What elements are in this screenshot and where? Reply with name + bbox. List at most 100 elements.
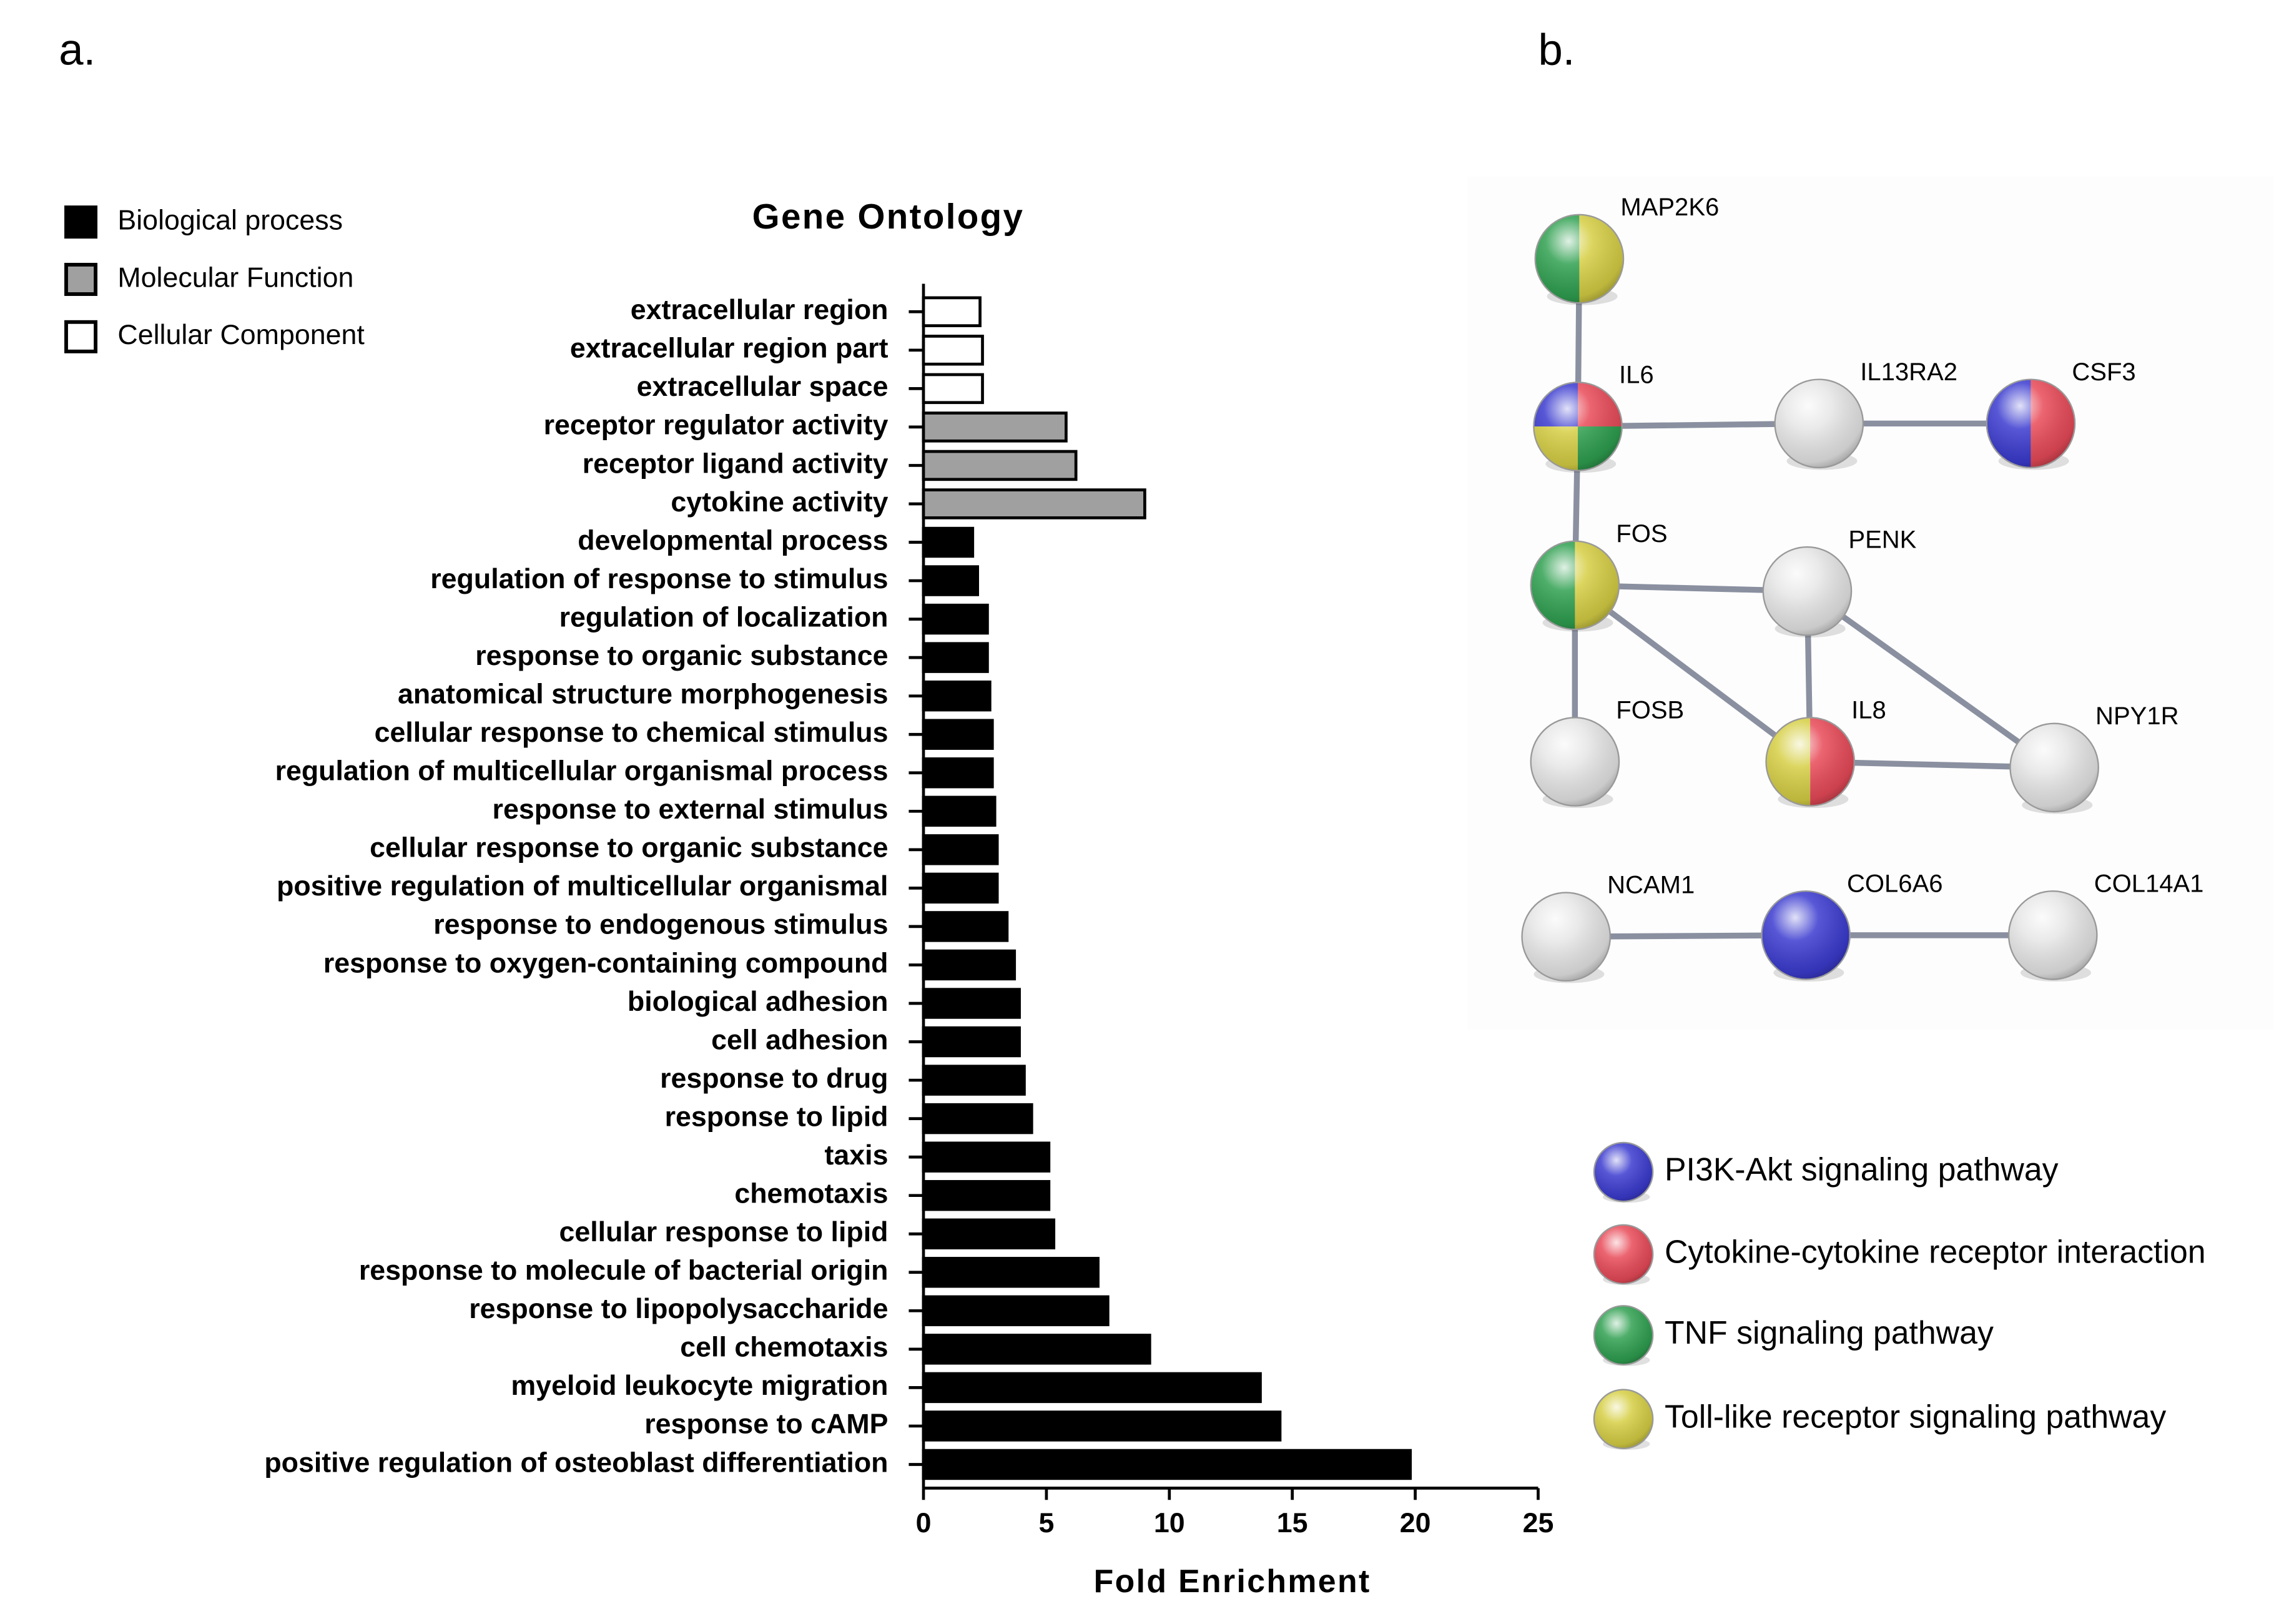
x-tick-label: 20 [1400, 1507, 1431, 1538]
y-tick-label: anatomical structure morphogenesis [398, 678, 889, 709]
bar [922, 911, 1009, 942]
y-tick-label: response to drug [660, 1063, 888, 1094]
node [1533, 381, 1623, 473]
node [1530, 717, 1620, 809]
node-label: CSF3 [2072, 358, 2135, 386]
node-label: IL8 [1851, 696, 1886, 724]
node-label: IL6 [1619, 361, 1654, 388]
y-tick-label: regulation of multicellular organismal p… [275, 755, 889, 787]
node-label: COL14A1 [2094, 870, 2204, 897]
y-tick-label: response to organic substance [475, 640, 888, 671]
bar [922, 1218, 1056, 1249]
node [1765, 717, 1855, 809]
bar [922, 1065, 1026, 1096]
bar [922, 296, 982, 328]
panel-label: b. [1538, 24, 1575, 74]
node-shine [2009, 722, 2099, 813]
bar [922, 872, 999, 904]
y-tick-label: cellular response to lipid [559, 1216, 888, 1248]
legend-label: Cellular Component [117, 319, 365, 350]
bar [922, 680, 992, 712]
y-tick-label: extracellular region [631, 294, 889, 325]
y-tick-label: response to lipopolysaccharide [469, 1293, 888, 1324]
edge [1805, 588, 2056, 770]
node [2009, 722, 2099, 814]
node-shine [1593, 1141, 1654, 1203]
x-tick-label: 5 [1038, 1507, 1054, 1538]
legend-sphere [1593, 1224, 1654, 1286]
pathway-label: Toll-like receptor signaling pathway [1665, 1398, 2166, 1434]
legend-label: Biological process [117, 204, 343, 235]
node [1762, 546, 1853, 637]
bar [922, 719, 994, 750]
node-shine [1761, 890, 1851, 980]
bar [922, 603, 989, 635]
y-tick-label: cell chemotaxis [680, 1332, 888, 1363]
y-tick-label: cytokine activity [671, 486, 888, 518]
node-shine [1530, 540, 1620, 631]
node-shine [1765, 717, 1855, 807]
y-tick-label: receptor regulator activity [544, 410, 889, 441]
legend-sphere [1593, 1305, 1654, 1366]
node-shine [1530, 717, 1620, 807]
y-tick-label: receptor ligand activity [583, 448, 889, 479]
bar [922, 949, 1017, 981]
bar [922, 1410, 1282, 1442]
bar [922, 795, 997, 827]
legend-swatch [64, 262, 98, 296]
node-label: PENK [1848, 526, 1916, 553]
y-tick-label: developmental process [578, 524, 888, 556]
node [1530, 540, 1620, 632]
node-shine [2007, 890, 2098, 980]
pathway-label: Cytokine-cytokine receptor interaction [1665, 1234, 2206, 1270]
bar [922, 757, 994, 789]
bar [922, 565, 980, 596]
node-shine [1774, 378, 1864, 469]
legend-swatch [64, 205, 98, 239]
y-tick-label: myeloid leukocyte migration [511, 1370, 888, 1401]
node [2007, 890, 2098, 982]
y-tick-label: response to cAMP [644, 1409, 888, 1440]
node-shine [1521, 892, 1612, 982]
legend-sphere [1593, 1141, 1654, 1203]
panel-label: a. [59, 24, 96, 74]
y-tick-label: cellular response to chemical stimulus [375, 717, 889, 748]
node-shine [1593, 1224, 1654, 1285]
node-label: COL6A6 [1847, 870, 1942, 897]
y-tick-label: taxis [825, 1139, 889, 1171]
bar [922, 1257, 1100, 1288]
y-tick-label: chemotaxis [734, 1178, 888, 1209]
bar [922, 1295, 1110, 1327]
node-label: NCAM1 [1607, 872, 1695, 899]
node [1534, 214, 1625, 305]
node [1761, 890, 1851, 982]
node [1986, 378, 2076, 470]
y-tick-label: response to oxygen-containing compound [323, 947, 889, 978]
node [1774, 378, 1864, 470]
y-tick-label: positive regulation of osteoblast differ… [264, 1447, 888, 1478]
node-label: IL13RA2 [1860, 358, 1957, 386]
y-tick-label: extracellular region part [570, 333, 889, 364]
y-tick-label: response to lipid [665, 1101, 889, 1132]
pathway-label: PI3K-Akt signaling pathway [1665, 1151, 2059, 1188]
bar [922, 834, 999, 865]
y-tick-label: cell adhesion [711, 1024, 888, 1055]
bar [922, 642, 989, 673]
y-tick-label: extracellular space [637, 371, 889, 402]
x-tick-label: 15 [1277, 1507, 1308, 1538]
y-tick-label: regulation of response to stimulus [430, 563, 888, 594]
y-tick-label: response to external stimulus [493, 794, 889, 825]
bar [922, 988, 1021, 1019]
bar [922, 1026, 1021, 1058]
bar [922, 1372, 1262, 1404]
bar [922, 1179, 1051, 1211]
node-label: FOS [1616, 520, 1667, 548]
bar [922, 1334, 1151, 1365]
y-tick-label: response to endogenous stimulus [433, 909, 888, 940]
bar [922, 526, 975, 558]
node [1521, 892, 1612, 983]
y-tick-label: biological adhesion [628, 986, 889, 1017]
bar [922, 450, 1078, 481]
bar [922, 488, 1146, 519]
x-tick-label: 10 [1154, 1507, 1185, 1538]
